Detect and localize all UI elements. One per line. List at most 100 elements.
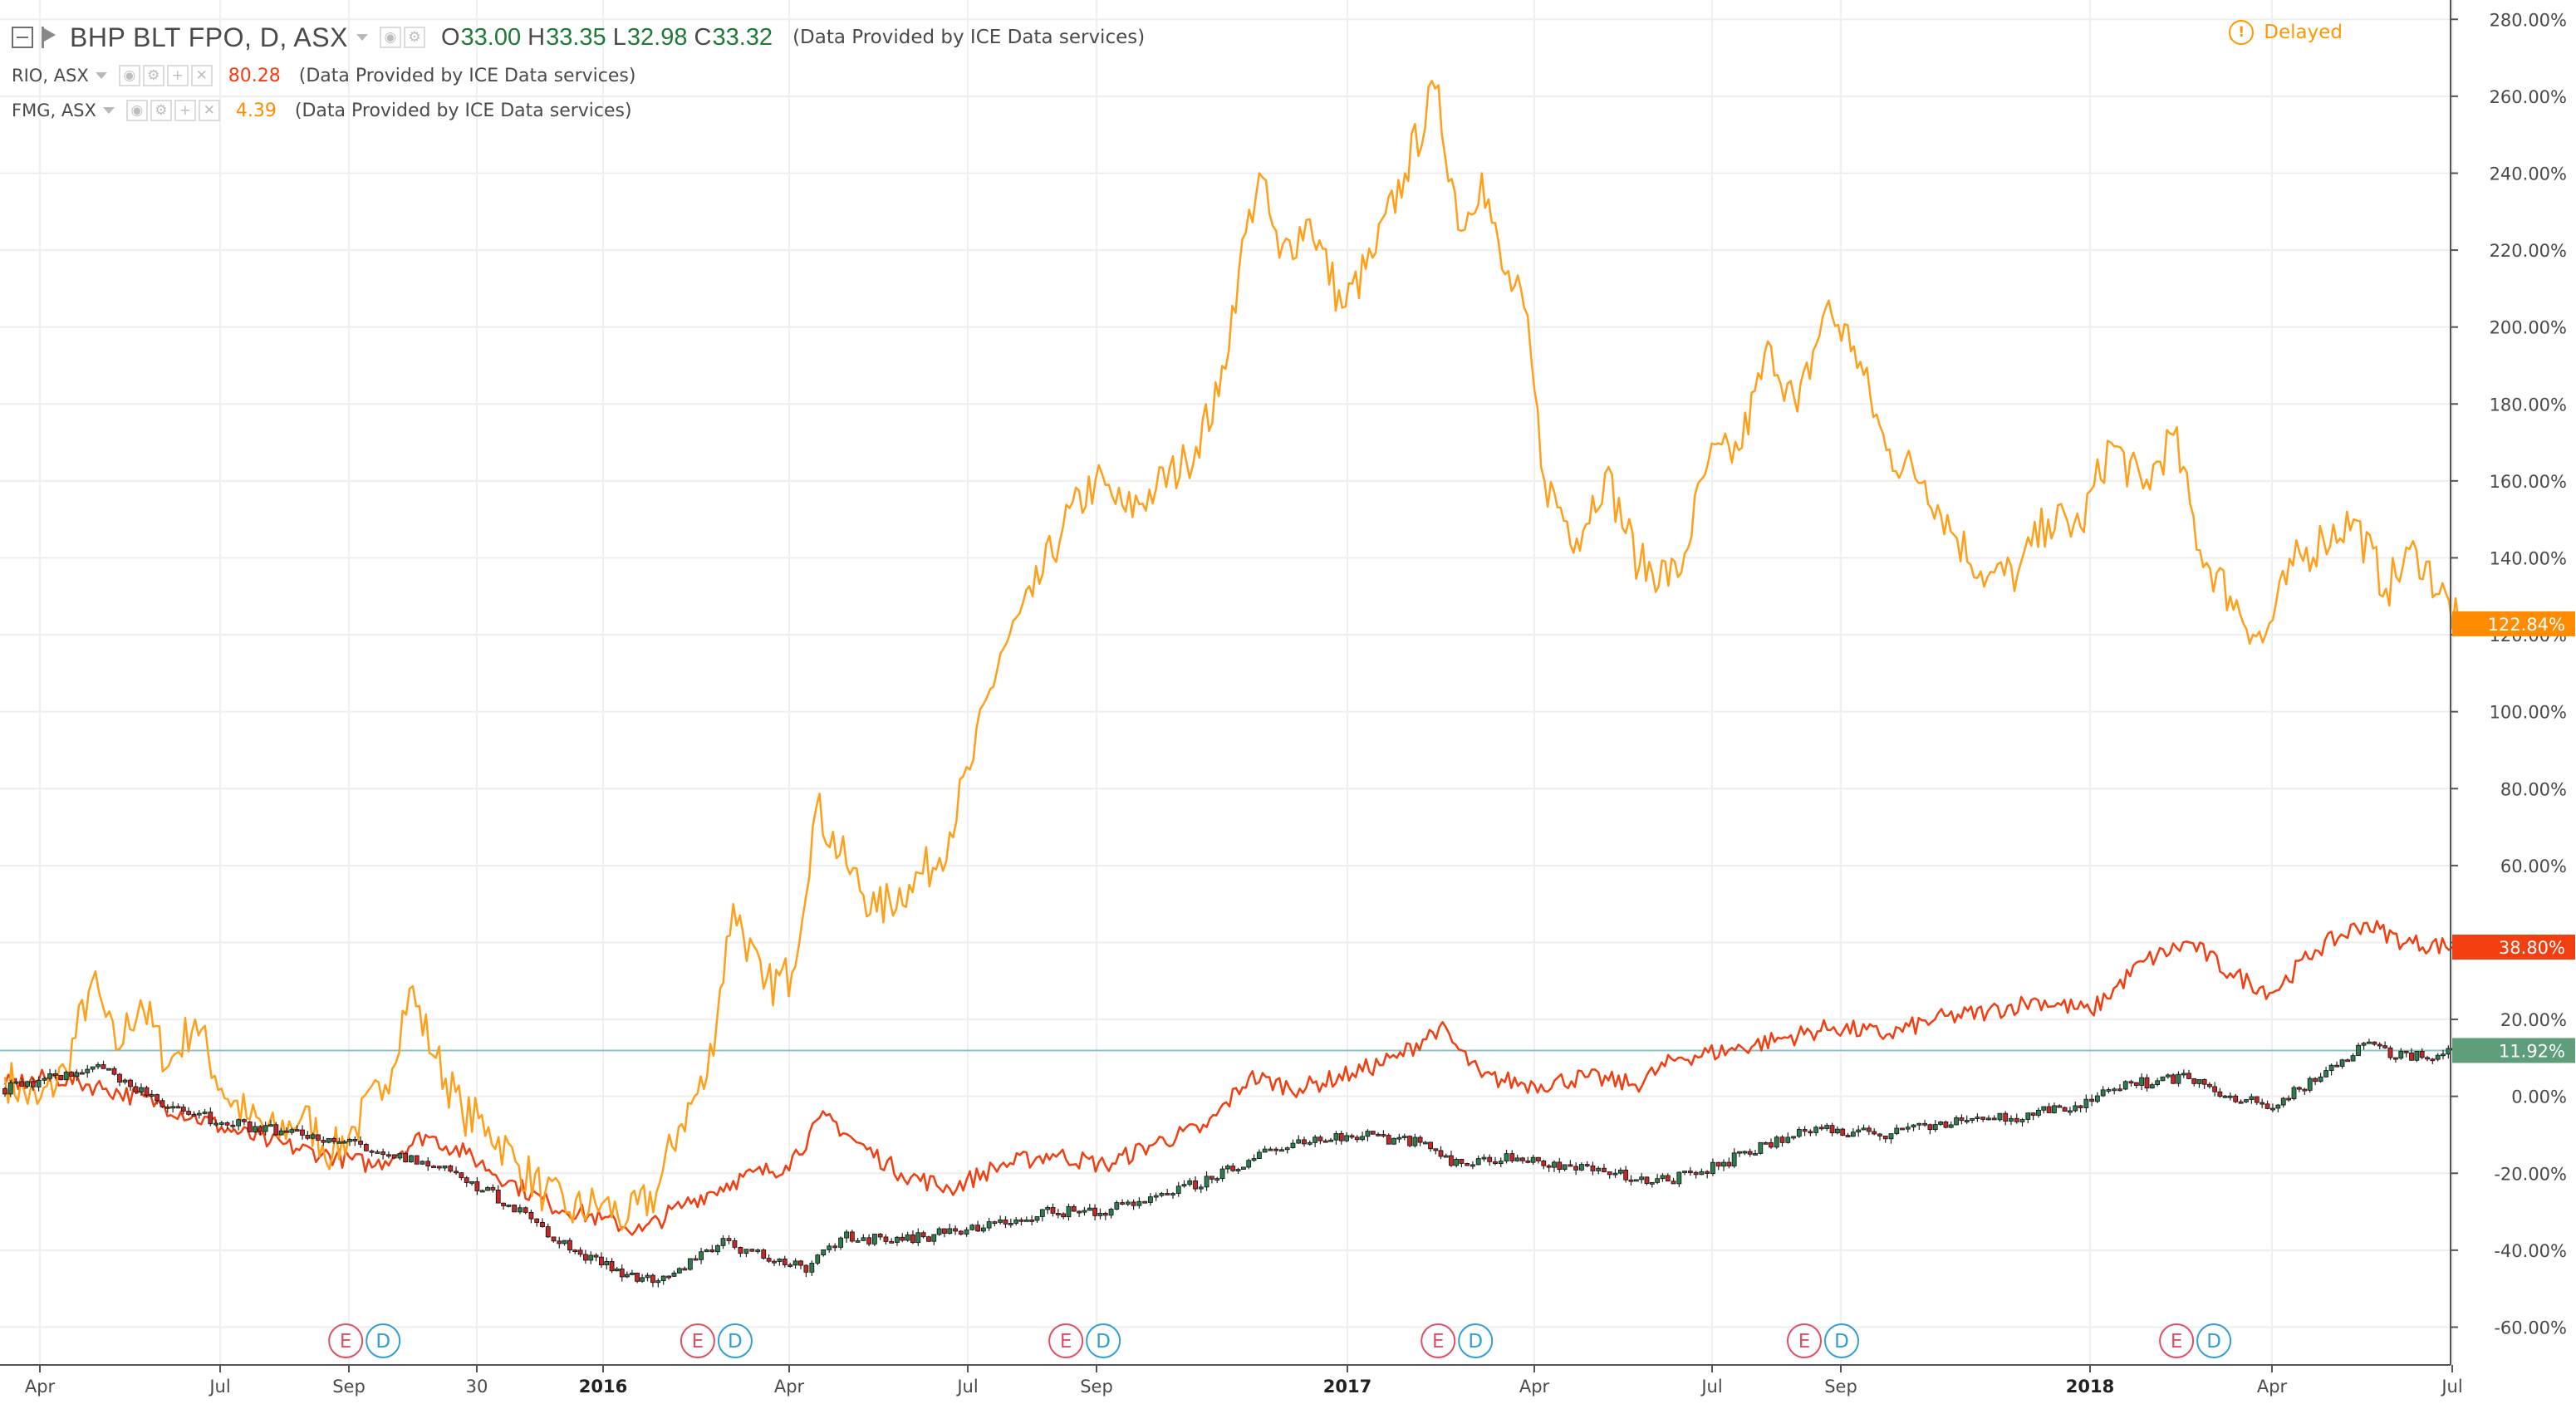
- dividend-event-icon[interactable]: [1824, 1323, 1860, 1358]
- candle-body: [1443, 1155, 1449, 1158]
- candle-body: [2313, 1078, 2318, 1082]
- candle-body: [1525, 1160, 1531, 1163]
- candle-body: [336, 1141, 342, 1144]
- ohlc-values: O33.00 H33.35 L32.98 C33.32: [441, 24, 773, 52]
- earnings-event-icon[interactable]: [1048, 1323, 1084, 1358]
- candle-body: [827, 1245, 832, 1250]
- candle-body: [1866, 1127, 1872, 1132]
- candle-body: [1791, 1136, 1796, 1139]
- main-symbol-title[interactable]: BHP BLT FPO, D, ASX: [70, 22, 348, 52]
- candle-body: [655, 1280, 661, 1284]
- earnings-event-icon[interactable]: [680, 1323, 715, 1358]
- candle-body: [1578, 1164, 1584, 1171]
- dividend-event-icon[interactable]: [366, 1323, 401, 1358]
- earnings-event-icon[interactable]: [1420, 1323, 1456, 1358]
- price-axis[interactable]: 280.00% 260.00% 240.00% 220.00% 200.00% 180.0…: [2451, 10, 2567, 1338]
- close-icon[interactable]: ✕: [190, 65, 213, 86]
- eye-icon[interactable]: ◉: [118, 65, 140, 86]
- candle-body: [347, 1139, 352, 1142]
- collapse-legend-button[interactable]: [12, 27, 33, 48]
- candle-body: [1365, 1131, 1371, 1137]
- candle-body: [572, 1249, 578, 1253]
- dividend-event-icon[interactable]: [717, 1323, 753, 1358]
- eye-icon[interactable]: ◉: [379, 27, 401, 48]
- close-icon[interactable]: ✕: [198, 100, 220, 121]
- candle-body: [305, 1135, 311, 1139]
- event-letter: E: [692, 1331, 704, 1352]
- candle-body: [1235, 1169, 1241, 1171]
- earnings-event-icon[interactable]: [2159, 1323, 2195, 1358]
- y-tick-label: 60.00%: [2500, 857, 2567, 876]
- candle-body: [1142, 1200, 1148, 1204]
- rio-symbol[interactable]: RIO, ASX: [12, 66, 89, 86]
- candle-body: [1360, 1136, 1365, 1141]
- candle-body: [1354, 1136, 1360, 1141]
- candle-body: [1240, 1166, 1246, 1170]
- candle-body: [1649, 1181, 1655, 1185]
- candle-body: [96, 1064, 101, 1068]
- earnings-event-icon[interactable]: [1787, 1323, 1823, 1358]
- candle-body: [1273, 1148, 1279, 1151]
- flag-icon[interactable]: [42, 27, 58, 48]
- candle-body: [2345, 1059, 2350, 1063]
- gear-icon[interactable]: ⚙: [403, 27, 425, 48]
- rio-line[interactable]: [3, 920, 2460, 1236]
- candle-body: [1256, 1151, 1262, 1159]
- candle-body: [883, 1236, 889, 1242]
- candle-body: [942, 1228, 947, 1235]
- candle-body: [63, 1072, 69, 1081]
- eye-icon[interactable]: ◉: [125, 100, 148, 121]
- candle-body: [1774, 1136, 1779, 1148]
- fmg-line[interactable]: [3, 80, 2461, 1231]
- candle-body: [1224, 1166, 1230, 1170]
- candle-body: [218, 1122, 224, 1125]
- candle-body: [1219, 1168, 1225, 1180]
- candle-body: [2046, 1106, 2052, 1113]
- candle-body: [1900, 1127, 1905, 1131]
- candle-body: [2387, 1047, 2393, 1058]
- candle-body: [1530, 1156, 1536, 1163]
- dividend-event-icon[interactable]: [2196, 1323, 2232, 1358]
- fmg-symbol[interactable]: FMG, ASX: [12, 101, 96, 120]
- candle-body: [2297, 1087, 2302, 1090]
- rio-caret-icon[interactable]: [95, 72, 107, 79]
- candle-body: [2233, 1095, 2239, 1102]
- candle-body: [1170, 1193, 1175, 1195]
- candle-body: [2425, 1057, 2430, 1060]
- plus-icon[interactable]: +: [174, 100, 196, 121]
- earnings-event-icon[interactable]: [328, 1323, 364, 1358]
- dividend-event-icon[interactable]: [1086, 1323, 1121, 1358]
- candle-body: [732, 1240, 738, 1248]
- dividend-event-icon[interactable]: [1458, 1323, 1494, 1358]
- symbol-caret-icon[interactable]: [356, 34, 368, 41]
- candle-body: [2176, 1073, 2181, 1084]
- fmg-caret-icon[interactable]: [102, 107, 115, 114]
- candle-body: [175, 1106, 181, 1109]
- time-axis[interactable]: Apr Jul Sep 30 2016 Apr Jul Sep 2017 Apr Jul Sep 201…: [25, 1365, 2463, 1397]
- candle-body: [1628, 1179, 1634, 1182]
- gear-icon[interactable]: ⚙: [142, 65, 164, 86]
- gear-icon[interactable]: ⚙: [150, 100, 172, 121]
- candle-body: [1802, 1129, 1808, 1132]
- candle-body: [1633, 1179, 1639, 1182]
- candle-body: [1769, 1141, 1774, 1148]
- last-value-label: 11.92%: [2452, 1038, 2575, 1063]
- candle-body: [1290, 1142, 1296, 1149]
- candle-body: [506, 1204, 512, 1207]
- candle-body: [2207, 1083, 2212, 1087]
- candle-body: [501, 1202, 506, 1206]
- fmg-provider-note: (Data Provided by ICE Data services): [294, 100, 632, 121]
- candle-body: [208, 1112, 213, 1125]
- candle-body: [479, 1190, 485, 1193]
- candle-body: [2112, 1088, 2117, 1092]
- plus-icon[interactable]: +: [166, 65, 189, 86]
- candle-body: [2, 1088, 7, 1095]
